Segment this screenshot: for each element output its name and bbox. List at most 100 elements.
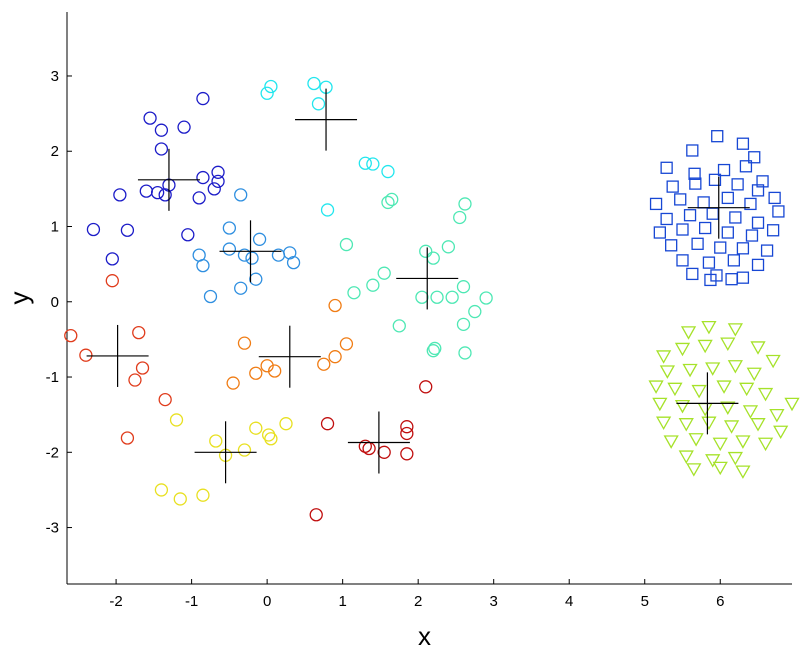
y-tick-label: 1 <box>51 219 59 236</box>
data-point-circle <box>456 280 471 294</box>
data-point-triangle <box>712 437 728 452</box>
data-point-circle <box>120 431 135 445</box>
data-point-circle <box>339 237 354 252</box>
data-point-circle <box>181 228 195 242</box>
data-point-circle <box>279 417 293 431</box>
x-tick-label: -1 <box>185 593 198 610</box>
data-point-triangle <box>701 416 717 431</box>
x-tick-label: -2 <box>109 593 122 610</box>
data-point-circle <box>79 348 93 362</box>
data-point-circle <box>468 304 482 319</box>
data-point-triangle <box>773 425 789 440</box>
data-point-circle <box>150 185 165 200</box>
data-point-triangle <box>720 337 736 351</box>
data-point-circle <box>268 364 282 378</box>
y-tick-label: 3 <box>51 68 59 85</box>
data-point-square <box>704 273 717 287</box>
data-point-triangle <box>750 341 766 355</box>
data-point-square <box>748 151 761 164</box>
data-point-square <box>729 211 742 224</box>
data-point-triangle <box>712 461 728 476</box>
data-point-circle <box>249 272 263 286</box>
data-point-square <box>711 130 724 143</box>
data-point-circle <box>283 246 297 260</box>
data-point-triangle <box>765 354 781 369</box>
data-point-circle <box>392 319 406 333</box>
data-point-circle <box>419 380 433 394</box>
data-point-triangle <box>757 437 774 452</box>
data-point-triangle <box>674 399 691 414</box>
data-point-circle <box>366 157 380 171</box>
data-point-circle <box>441 240 456 254</box>
data-point-square <box>708 173 722 186</box>
data-point-circle <box>105 274 119 288</box>
data-point-circle <box>286 255 301 270</box>
data-point-circle <box>430 290 444 304</box>
data-point-circle <box>158 188 172 202</box>
y-axis-label: y <box>4 292 34 305</box>
data-point-triangle <box>667 382 683 397</box>
data-point-triangle <box>656 350 672 364</box>
data-point-circle <box>196 488 210 502</box>
data-point-circle <box>381 195 395 210</box>
data-point-triangle <box>727 360 743 374</box>
data-point-circle <box>311 97 326 111</box>
data-point-circle <box>128 373 142 387</box>
data-point-circle <box>154 142 169 156</box>
data-point-square <box>721 226 734 239</box>
data-point-circle <box>86 222 101 237</box>
data-point-square <box>686 267 699 281</box>
data-point-circle <box>320 417 335 431</box>
data-point-circle <box>328 298 342 313</box>
data-point-triangle <box>682 363 698 378</box>
data-point-square <box>702 256 716 269</box>
data-point-triangle <box>720 401 736 415</box>
data-point-circle <box>196 91 210 106</box>
x-tick-label: 2 <box>414 593 422 610</box>
data-point-square <box>686 144 699 157</box>
data-point-circle <box>419 244 433 258</box>
data-point-square <box>751 258 765 272</box>
data-point-circle <box>209 434 223 448</box>
data-point-circle <box>245 251 259 265</box>
data-point-circle <box>456 317 471 331</box>
data-point-square <box>699 221 712 235</box>
data-point-square <box>772 205 785 218</box>
y-tick-label: -1 <box>46 369 59 386</box>
data-point-triangle <box>701 320 717 335</box>
data-point-circle <box>362 441 376 456</box>
data-point-triangle <box>757 387 774 402</box>
data-point-circle <box>237 443 252 457</box>
data-point-square <box>689 177 702 190</box>
data-point-square <box>676 254 689 267</box>
data-point-circle <box>260 86 274 100</box>
data-point-circle <box>192 191 206 205</box>
data-point-triangle <box>697 339 713 354</box>
data-point-circle <box>426 344 440 358</box>
data-point-circle <box>237 336 252 350</box>
data-point-circle <box>234 281 248 295</box>
data-point-triangle <box>716 380 732 394</box>
data-point-square <box>744 197 757 211</box>
data-point-circle <box>249 366 263 380</box>
data-point-circle <box>385 192 399 207</box>
x-tick-label: 4 <box>565 593 573 610</box>
data-point-circle <box>177 120 191 134</box>
data-point-circle <box>203 289 218 304</box>
data-point-triangle <box>746 367 762 382</box>
data-point-circle <box>113 188 127 202</box>
data-point-square <box>736 137 750 150</box>
data-point-circle <box>105 252 119 266</box>
data-point-square <box>660 161 673 174</box>
data-point-circle <box>252 232 267 246</box>
data-point-circle <box>381 164 395 179</box>
data-point-triangle <box>735 465 751 479</box>
y-tick-label: -2 <box>46 444 59 461</box>
data-point-circle <box>196 258 210 273</box>
data-point-square <box>706 207 719 220</box>
data-point-triangle <box>656 416 672 431</box>
data-point-circle <box>428 341 442 356</box>
data-point-square <box>751 184 765 197</box>
data-point-circle <box>139 184 153 198</box>
x-axis-label: x <box>418 621 431 651</box>
